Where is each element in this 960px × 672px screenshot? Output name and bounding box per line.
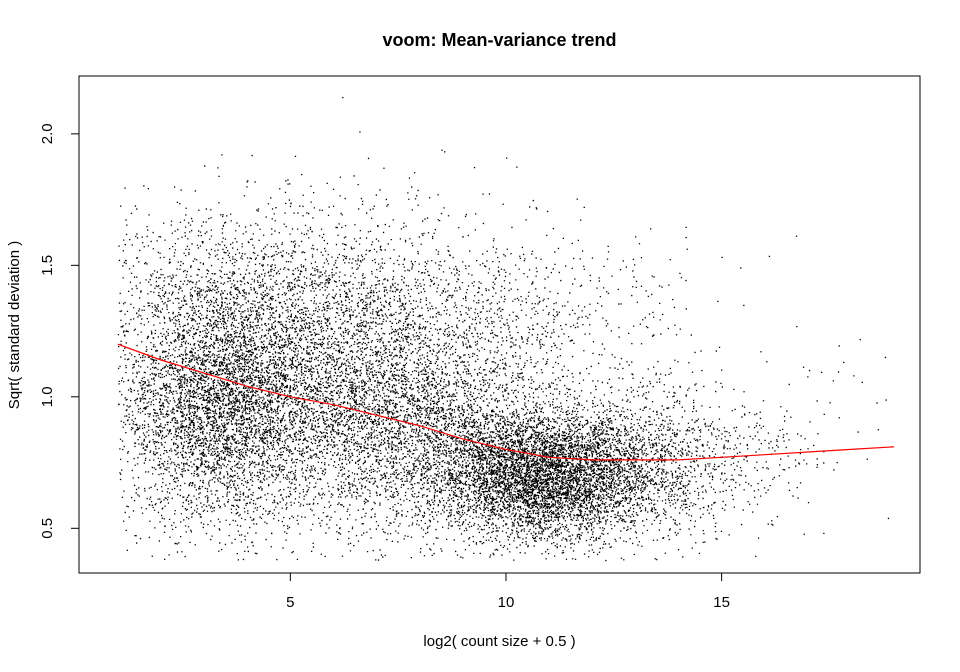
plot-frame [78,75,921,574]
trend-line [117,343,895,461]
y-tick-label: 0.5 [39,518,56,539]
y-tick-label: 1.5 [39,255,56,276]
x-tick-label: 15 [713,594,730,611]
y-axis-label: Sqrt( standard deviation ) [6,241,23,409]
x-axis: 5 10 15 [286,573,730,611]
data-points [117,97,890,562]
y-axis: 0.5 1.0 1.5 2.0 [39,123,79,539]
y-tick-label: 1.0 [39,386,56,407]
x-axis-label: log2( count size + 0.5 ) [423,633,575,650]
y-tick-label: 2.0 [39,123,56,144]
x-tick-label: 10 [498,594,515,611]
x-tick-label: 5 [286,594,294,611]
chart-title: voom: Mean-variance trend [382,30,616,50]
points-layer [117,97,890,562]
